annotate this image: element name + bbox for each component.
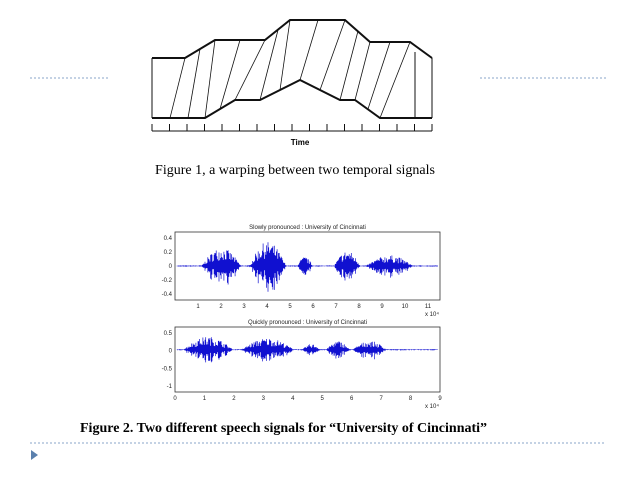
- y-tick-label: -0.4: [162, 292, 173, 298]
- x-tick-label: 0: [173, 396, 177, 402]
- warp-link: [169, 57, 186, 119]
- x-tick-label: 8: [409, 396, 413, 402]
- warp-link: [354, 41, 371, 101]
- x-tick-label: 4: [291, 396, 295, 402]
- warp-link: [259, 29, 279, 101]
- plot-frame: [174, 231, 441, 301]
- y-tick-label: -0.5: [162, 366, 173, 372]
- x-tick-label: 10: [402, 304, 409, 310]
- warp-link: [204, 39, 216, 119]
- x-tick-label: 4: [265, 304, 269, 310]
- x-tick-label: 8: [357, 304, 361, 310]
- warping-figure: [151, 19, 433, 132]
- caption: Figure 2. Two different speech signals f…: [80, 421, 487, 436]
- waveform: [176, 242, 438, 292]
- y-tick-label: 0.4: [164, 236, 173, 242]
- x-tick-label: 11: [425, 304, 432, 310]
- warp-link: [234, 39, 266, 101]
- x-tick-label: 9: [438, 396, 442, 402]
- y-tick-label: -1: [167, 384, 173, 390]
- warp-link: [299, 19, 319, 81]
- x-tick-label: 2: [219, 304, 223, 310]
- x-tick-label: 1: [203, 396, 207, 402]
- y-tick-label: 0: [169, 349, 173, 355]
- plot-frame: [174, 326, 441, 393]
- warp-link: [339, 30, 359, 101]
- y-tick-label: -0.2: [162, 278, 173, 284]
- x-tick-label: 5: [288, 304, 292, 310]
- y-tick-label: 0: [169, 264, 173, 270]
- x-multiplier: x 10⁴: [425, 403, 439, 410]
- caption: Figure 1, a warping between two temporal…: [155, 163, 435, 178]
- warp-link: [279, 19, 291, 91]
- x-multiplier: x 10⁴: [425, 311, 439, 318]
- x-tick-label: 9: [380, 304, 384, 310]
- axis-label: Time: [291, 138, 310, 147]
- warp-link: [367, 41, 391, 110]
- x-tick-label: 7: [379, 396, 383, 402]
- panel-title: Slowly pronounced : University of Cincin…: [249, 225, 366, 231]
- x-tick-label: 5: [321, 396, 325, 402]
- x-tick-label: 3: [262, 396, 266, 402]
- x-tick-label: 6: [311, 304, 315, 310]
- x-tick-label: 2: [232, 396, 236, 402]
- x-tick-label: 3: [242, 304, 246, 310]
- panel-title: Quickly pronounced : University of Cinci…: [248, 320, 367, 326]
- waveform: [176, 337, 438, 363]
- warp-link: [319, 19, 346, 91]
- x-tick-label: 6: [350, 396, 354, 402]
- y-tick-label: 0.5: [164, 331, 173, 337]
- y-tick-label: 0.2: [164, 250, 173, 256]
- warp-link: [379, 41, 411, 119]
- warp-link: [187, 48, 201, 119]
- bullet: [31, 450, 38, 460]
- x-tick-label: 7: [334, 304, 338, 310]
- warp-link: [219, 39, 241, 110]
- x-tick-label: 1: [196, 304, 200, 310]
